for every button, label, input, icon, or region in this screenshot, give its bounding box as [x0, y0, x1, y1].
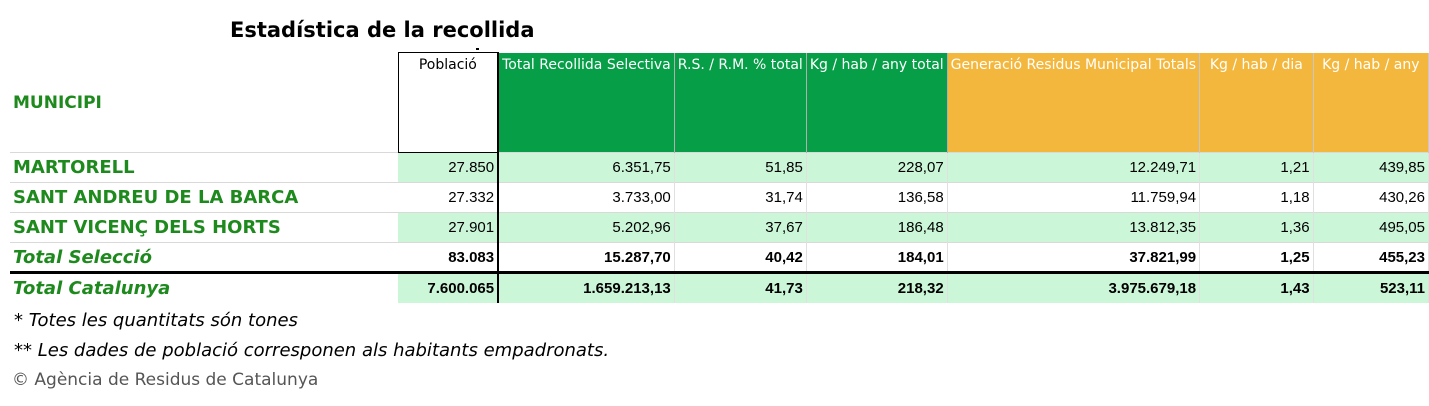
cell-generacio: 12.249,71: [947, 152, 1201, 183]
header-municipi: MUNICIPI: [13, 93, 102, 114]
header-total-recollida: Total Recollida Selectiva: [497, 52, 675, 153]
cell-kg-hab-dia: 1,21: [1199, 152, 1314, 183]
cell-total-recollida: 5.202,96: [497, 212, 675, 243]
row-name: Total Selecció: [10, 242, 399, 273]
table-row: SANT ANDREU DE LA BARCA 27.332 3.733,00 …: [10, 182, 1429, 213]
cell-poblacio: 27.901: [398, 212, 499, 243]
cell-generacio: 11.759,94: [947, 182, 1201, 213]
page-title: Estadística de la recollida: [230, 18, 535, 42]
cell-generacio: 13.812,35: [947, 212, 1201, 243]
cell-kg-hab-any: 430,26: [1313, 182, 1429, 213]
cell-kg-hab-any-total: 218,32: [806, 271, 948, 303]
cell-kg-hab-any-total: 186,48: [806, 212, 948, 243]
cell-rs-rm: 31,74: [674, 182, 807, 213]
cell-total-recollida: 6.351,75: [497, 152, 675, 183]
cell-poblacio: 27.332: [398, 182, 499, 213]
cell-total-recollida: 3.733,00: [497, 182, 675, 213]
header-poblacio: Població: [397, 52, 499, 153]
header-generacio: Generació Residus Municipal Totals: [947, 52, 1201, 153]
header-kg-hab-dia: Kg / hab / dia: [1199, 52, 1314, 153]
cell-kg-hab-dia: 1,36: [1199, 212, 1314, 243]
cell-rs-rm: 51,85: [674, 152, 807, 183]
cell-total-recollida: 1.659.213,13: [497, 271, 675, 303]
row-name: MARTORELL: [10, 152, 399, 183]
cell-poblacio: 27.850: [398, 152, 499, 183]
cell-kg-hab-any: 439,85: [1313, 152, 1429, 183]
header-kg-hab-any: Kg / hab / any: [1313, 52, 1429, 153]
row-name: SANT ANDREU DE LA BARCA: [10, 182, 399, 213]
cell-poblacio: 7.600.065: [398, 271, 499, 303]
cell-kg-hab-dia: 1,25: [1199, 242, 1314, 273]
note-poblacio: ** Les dades de població corresponen als…: [14, 340, 610, 361]
cell-kg-hab-any-total: 184,01: [806, 242, 948, 273]
cell-kg-hab-dia: 1,43: [1199, 271, 1314, 303]
cell-generacio: 37.821,99: [947, 242, 1201, 273]
row-name: SANT VICENÇ DELS HORTS: [10, 212, 399, 243]
cell-poblacio: 83.083: [398, 242, 499, 273]
row-name: Total Catalunya: [10, 271, 399, 303]
header-rs-rm: R.S. / R.M. % total: [674, 52, 807, 153]
decorative-tick: [476, 48, 479, 50]
cell-rs-rm: 41,73: [674, 271, 807, 303]
copyright-text: © Agència de Residus de Catalunya: [12, 370, 319, 390]
header-row: MUNICIPI Població Total Recollida Select…: [10, 52, 1429, 153]
total-catalunya-row: Total Catalunya 7.600.065 1.659.213,13 4…: [10, 271, 1429, 303]
cell-kg-hab-any: 495,05: [1313, 212, 1429, 243]
total-seleccio-row: Total Selecció 83.083 15.287,70 40,42 18…: [10, 242, 1429, 273]
cell-total-recollida: 15.287,70: [497, 242, 675, 273]
table-row: SANT VICENÇ DELS HORTS 27.901 5.202,96 3…: [10, 212, 1429, 243]
cell-kg-hab-any-total: 228,07: [806, 152, 948, 183]
cell-kg-hab-any-total: 136,58: [806, 182, 948, 213]
note-tones: * Totes les quantitats són tones: [14, 310, 298, 331]
cell-kg-hab-any: 455,23: [1313, 242, 1429, 273]
cell-rs-rm: 40,42: [674, 242, 807, 273]
cell-rs-rm: 37,67: [674, 212, 807, 243]
table-row: MARTORELL 27.850 6.351,75 51,85 228,07 1…: [10, 152, 1429, 183]
stats-table: MUNICIPI Població Total Recollida Select…: [10, 52, 1429, 303]
cell-kg-hab-any: 523,11: [1313, 271, 1429, 303]
cell-kg-hab-dia: 1,18: [1199, 182, 1314, 213]
header-kg-hab-any-total: Kg / hab / any total: [806, 52, 948, 153]
cell-generacio: 3.975.679,18: [947, 271, 1201, 303]
